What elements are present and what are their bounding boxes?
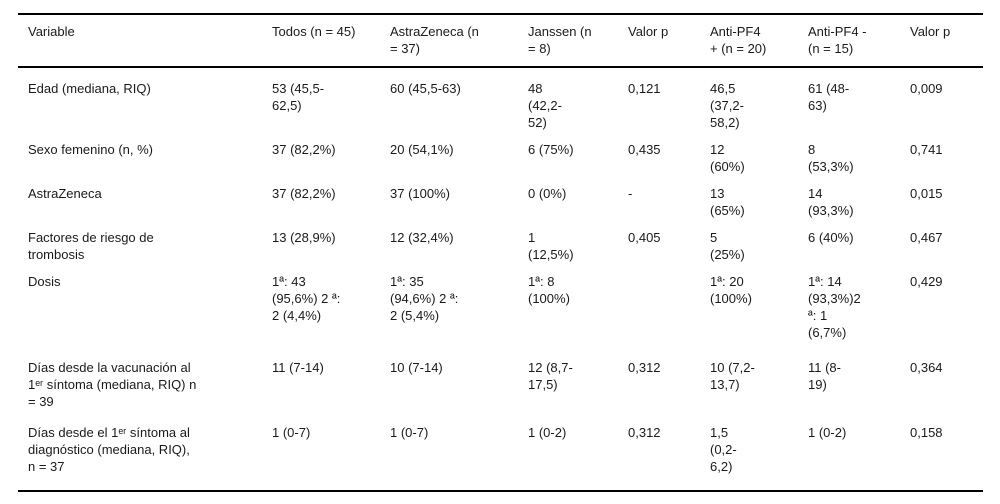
table-cell: 1ª: 43 (95,6%) 2 ª: 2 (4,4%) [272,274,341,323]
table-cell: 1 (0-2) [808,425,847,440]
table-cell: 0,429 [910,274,943,289]
table-cell: 53 (45,5- 62,5) [272,81,325,113]
table-cell: 0 (0%) [528,186,567,201]
table-cell: 46,5 (37,2- 58,2) [710,81,744,130]
table-cell: 0,364 [910,360,943,375]
table-cell [618,263,700,341]
table-row-dosis: Dosis 1ª: 43 (95,6%) 2 ª: 2 (4,4%) 1ª: 3… [18,263,983,341]
column-header-anti-pf4-neg: Anti-PF4 - (n = 15) [798,14,900,68]
row-label: Días desde el 1ᵉʳ síntoma al diagnóstico… [28,425,190,474]
table-cell: 12 (8,7- 17,5) [528,360,573,392]
table-cell: 8 (53,3%) [808,142,854,174]
table-cell: 0,312 [628,425,661,440]
column-header-valor-p-1: Valor p [618,14,700,68]
table-cell: 12 (60%) [710,142,745,174]
table-cell: 5 (25%) [710,230,745,262]
table-row-dias-vacunacion-sintoma: Días desde la vacunación al 1ᵉʳ síntoma … [18,341,983,410]
table-row-astrazeneca: AstraZeneca 37 (82,2%) 37 (100%) 0 (0%) … [18,175,983,219]
table-cell: 6 (75%) [528,142,574,157]
table-cell: 14 (93,3%) [808,186,854,218]
table-cell: 0,158 [910,425,943,440]
table-cell: 0,312 [628,360,661,375]
document-page: Variable Todos (n = 45) AstraZeneca (n =… [18,13,983,492]
table-cell: 1ª: 35 (94,6%) 2 ª: 2 (5,4%) [390,274,459,323]
table-cell: - [628,186,633,201]
table-cell: 1 (12,5%) [528,230,574,262]
column-header-valor-p-2: Valor p [900,14,983,68]
table-cell: 13 (65%) [710,186,745,218]
column-header-todos: Todos (n = 45) [262,14,380,68]
column-header-janssen: Janssen (n = 8) [518,14,618,68]
table-cell: 1 (0-7) [272,425,311,440]
table-cell: 37 (100%) [390,186,450,201]
table-cell: 13 (28,9%) [272,230,336,245]
table-cell: 10 (7,2- 13,7) [710,360,755,392]
comparison-table: Variable Todos (n = 45) AstraZeneca (n =… [18,13,983,492]
row-label: Factores de riesgo de trombosis [28,230,154,262]
table-row-edad: Edad (mediana, RIQ) 53 (45,5- 62,5) 60 (… [18,67,983,131]
header-row: Variable Todos (n = 45) AstraZeneca (n =… [18,14,983,68]
table-cell: 1 (0-7) [390,425,429,440]
table-cell: 37 (82,2%) [272,186,336,201]
table-cell: 1ª: 14 (93,3%)2 ª: 1 (6,7%) [808,274,861,340]
row-label: Edad (mediana, RIQ) [28,81,151,96]
table-cell: 10 (7-14) [390,360,443,375]
table-row-factores-riesgo: Factores de riesgo de trombosis 13 (28,9… [18,219,983,263]
table-cell: 0,741 [910,142,943,157]
table-cell: 20 (54,1%) [390,142,454,157]
table-row-dias-sintoma-diagnostico: Días desde el 1ᵉʳ síntoma al diagnóstico… [18,410,983,491]
table-cell: 6 (40%) [808,230,854,245]
row-label: Días desde la vacunación al 1ᵉʳ síntoma … [28,360,197,409]
row-label: AstraZeneca [28,186,102,201]
table-cell: 0,405 [628,230,661,245]
column-header-astrazeneca: AstraZeneca (n = 37) [380,14,518,68]
table-cell: 61 (48- 63) [808,81,850,113]
column-header-anti-pf4-pos: Anti-PF4 + (n = 20) [700,14,798,68]
table-cell: 0,009 [910,81,943,96]
table-cell: 11 (7-14) [272,360,324,375]
table-cell: 0,467 [910,230,943,245]
table-cell: 1 (0-2) [528,425,567,440]
table-cell: 0,435 [628,142,661,157]
table-cell: 60 (45,5-63) [390,81,461,96]
column-header-variable: Variable [18,14,262,68]
table-cell: 1ª: 8 (100%) [528,274,570,306]
row-label: Dosis [28,274,61,289]
table-cell: 0,121 [628,81,661,96]
row-label: Sexo femenino (n, %) [28,142,154,157]
table-cell: 0,015 [910,186,943,201]
table-row-sexo-femenino: Sexo femenino (n, %) 37 (82,2%) 20 (54,1… [18,131,983,175]
table-cell: 37 (82,2%) [272,142,336,157]
table-cell: 48 (42,2- 52) [528,81,562,130]
table-cell: 12 (32,4%) [390,230,454,245]
table-cell: 1ª: 20 (100%) [710,274,752,306]
table-cell: 11 (8- 19) [808,360,841,392]
table-cell: 1,5 (0,2- 6,2) [710,425,737,474]
